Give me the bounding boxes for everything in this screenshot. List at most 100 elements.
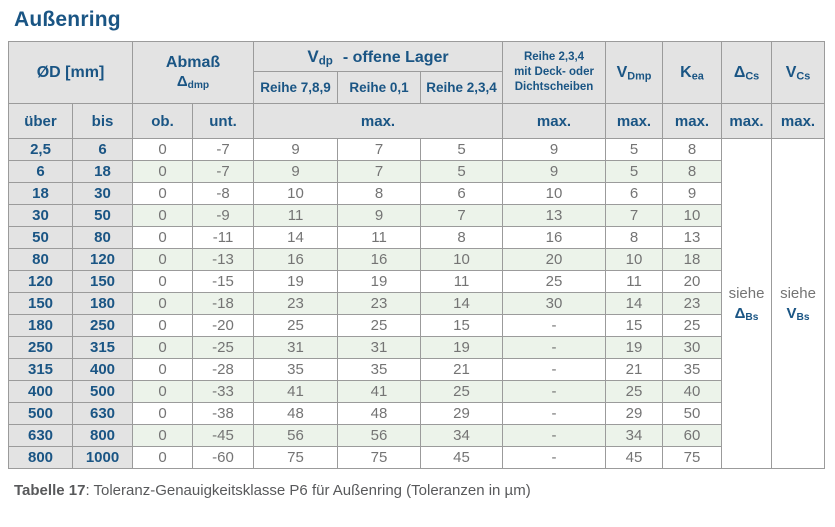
cell-reihe-01: 48 (337, 402, 422, 425)
caption-label: Tabelle 17 (14, 482, 86, 499)
cell-bis: 180 (72, 292, 133, 315)
cell-ueber: 6 (8, 160, 73, 183)
table-row: 315 400 0 -28 35 35 21-21 35 (8, 358, 825, 381)
cell-reihe-234: 5 (420, 138, 504, 161)
header-row-sub: über bis ob. unt. max. max. max. max. ma… (8, 103, 826, 139)
cell-reihe-234: 19 (420, 336, 504, 359)
subheader-unt: unt. (191, 103, 255, 139)
col-header-vdmp: VDmp (605, 41, 664, 104)
cell-reihe-234: 10 (420, 248, 504, 271)
cell-deckscheiben: - (502, 402, 607, 425)
cell-kea: 20 (662, 270, 723, 293)
cell-bis: 120 (72, 248, 133, 271)
cell-vdmp: 10 (605, 248, 664, 271)
cell-vdmp: 11 (605, 270, 664, 293)
cell-kea: 8 (662, 160, 723, 183)
cell-reihe-789: 25 (253, 314, 339, 337)
see-v-bs: siehe VBs (771, 138, 826, 469)
subheader-bis: bis (72, 103, 133, 139)
cell-deckscheiben: 9 (502, 160, 607, 183)
cell-bis: 18 (72, 160, 133, 183)
cell-reihe-01: 25 (337, 314, 422, 337)
cell-deckscheiben: - (502, 380, 607, 403)
col-header-reihe-789: Reihe 7,8,9 (253, 71, 339, 104)
cell-kea: 35 (662, 358, 723, 381)
cell-reihe-234: 5 (420, 160, 504, 183)
cell-reihe-01: 75 (337, 446, 422, 469)
col-header-reihe-234: Reihe 2,3,4 (420, 71, 504, 104)
cell-reihe-01: 41 (337, 380, 422, 403)
table-row: 2,5 6 0 -7 9 7 5 9 5 8 siehe ΔBs siehe VBs (8, 138, 826, 469)
cell-bis: 1000 (72, 446, 133, 469)
cell-reihe-01: 19 (337, 270, 422, 293)
cell-vdmp: 21 (605, 358, 664, 381)
cell-kea: 9 (662, 182, 723, 205)
cell-ob: 0 (132, 424, 193, 447)
col-header-vdp-offene-lager: Vdp - offene Lager (253, 41, 504, 72)
subheader-max-v-cs: max. (771, 103, 826, 139)
cell-vdmp: 8 (605, 226, 664, 249)
cell-vdmp: 25 (605, 380, 664, 403)
cell-deckscheiben: 10 (502, 182, 607, 205)
cell-reihe-01: 23 (337, 292, 422, 315)
cell-unt: -15 (191, 270, 255, 293)
cell-unt: -18 (191, 292, 255, 315)
col-header-v-cs: VCs (771, 41, 826, 104)
cell-bis: 50 (72, 204, 133, 227)
cell-vdmp: 15 (605, 314, 664, 337)
page-title: Außenring (14, 8, 121, 31)
cell-unt: -7 (191, 160, 255, 183)
col-header-abmass: Abmaß Δdmp (131, 41, 255, 104)
table-row: 180 250 0 -20 25 25 15-15 25 (8, 314, 825, 337)
cell-bis: 80 (72, 226, 133, 249)
cell-unt: -38 (191, 402, 255, 425)
table-row: 120 150 0 -15 19 19 11 25 11 20 (8, 270, 825, 293)
cell-deckscheiben: - (502, 358, 607, 381)
cell-deckscheiben: 13 (502, 204, 607, 227)
cell-ueber: 250 (8, 336, 73, 359)
cell-kea: 60 (662, 424, 723, 447)
cell-unt: -25 (191, 336, 255, 359)
cell-unt: -11 (191, 226, 255, 249)
abmass-label: Abmaß (165, 54, 221, 72)
cell-reihe-234: 34 (420, 424, 504, 447)
cell-vdmp: 7 (605, 204, 664, 227)
cell-ob: 0 (132, 248, 193, 271)
cell-reihe-234: 45 (420, 446, 504, 469)
subheader-ueber: über (8, 103, 73, 139)
cell-bis: 500 (72, 380, 133, 403)
cell-ob: 0 (132, 380, 193, 403)
table-row: 500 630 0 -38 48 48 29-29 50 (8, 402, 825, 425)
cell-reihe-789: 14 (253, 226, 339, 249)
cell-kea: 40 (662, 380, 723, 403)
see-delta-bs-symbol: ΔBs (734, 305, 759, 324)
cell-reihe-01: 16 (337, 248, 422, 271)
cell-bis: 150 (72, 270, 133, 293)
cell-ueber: 630 (8, 424, 73, 447)
cell-bis: 30 (72, 182, 133, 205)
cell-ueber: 50 (8, 226, 73, 249)
cell-ob: 0 (132, 446, 193, 469)
cell-vdmp: 29 (605, 402, 664, 425)
page: Außenring ØD [mm] Abmaß Δdmp Vdp - offene… (8, 8, 826, 499)
see-v-bs-word: siehe (780, 285, 816, 302)
table-row: 400 500 0 -33 41 41 25-25 40 (8, 380, 825, 403)
cell-vdmp: 5 (605, 138, 664, 161)
cell-ueber: 400 (8, 380, 73, 403)
cell-kea: 30 (662, 336, 723, 359)
cell-reihe-01: 56 (337, 424, 422, 447)
cell-kea: 25 (662, 314, 723, 337)
cell-ueber: 500 (8, 402, 73, 425)
cell-deckscheiben: 30 (502, 292, 607, 315)
cell-deckscheiben: 25 (502, 270, 607, 293)
cell-ob: 0 (132, 270, 193, 293)
tolerance-table: ØD [mm] Abmaß Δdmp Vdp - offene Lager Rei… (8, 41, 826, 469)
cell-ueber: 80 (8, 248, 73, 271)
cell-bis: 315 (72, 336, 133, 359)
cell-reihe-01: 7 (337, 138, 422, 161)
cell-unt: -45 (191, 424, 255, 447)
cell-kea: 23 (662, 292, 723, 315)
cell-reihe-01: 11 (337, 226, 422, 249)
table-row: 630 800 0 -45 56 56 34-34 60 (8, 424, 825, 447)
col-header-od: ØD [mm] (8, 41, 133, 104)
